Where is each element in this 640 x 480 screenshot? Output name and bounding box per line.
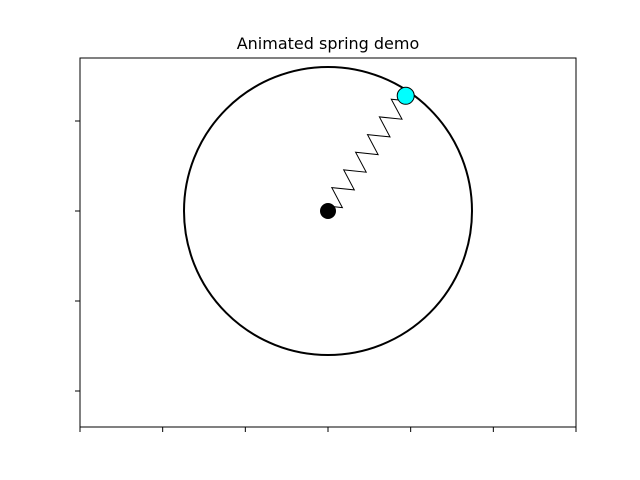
plot-area [75, 57, 577, 432]
spring-line [327, 95, 407, 212]
chart-title: Animated spring demo [237, 34, 420, 53]
circle-track [183, 66, 473, 356]
pivot-point [320, 203, 336, 219]
bob-point [396, 86, 415, 105]
